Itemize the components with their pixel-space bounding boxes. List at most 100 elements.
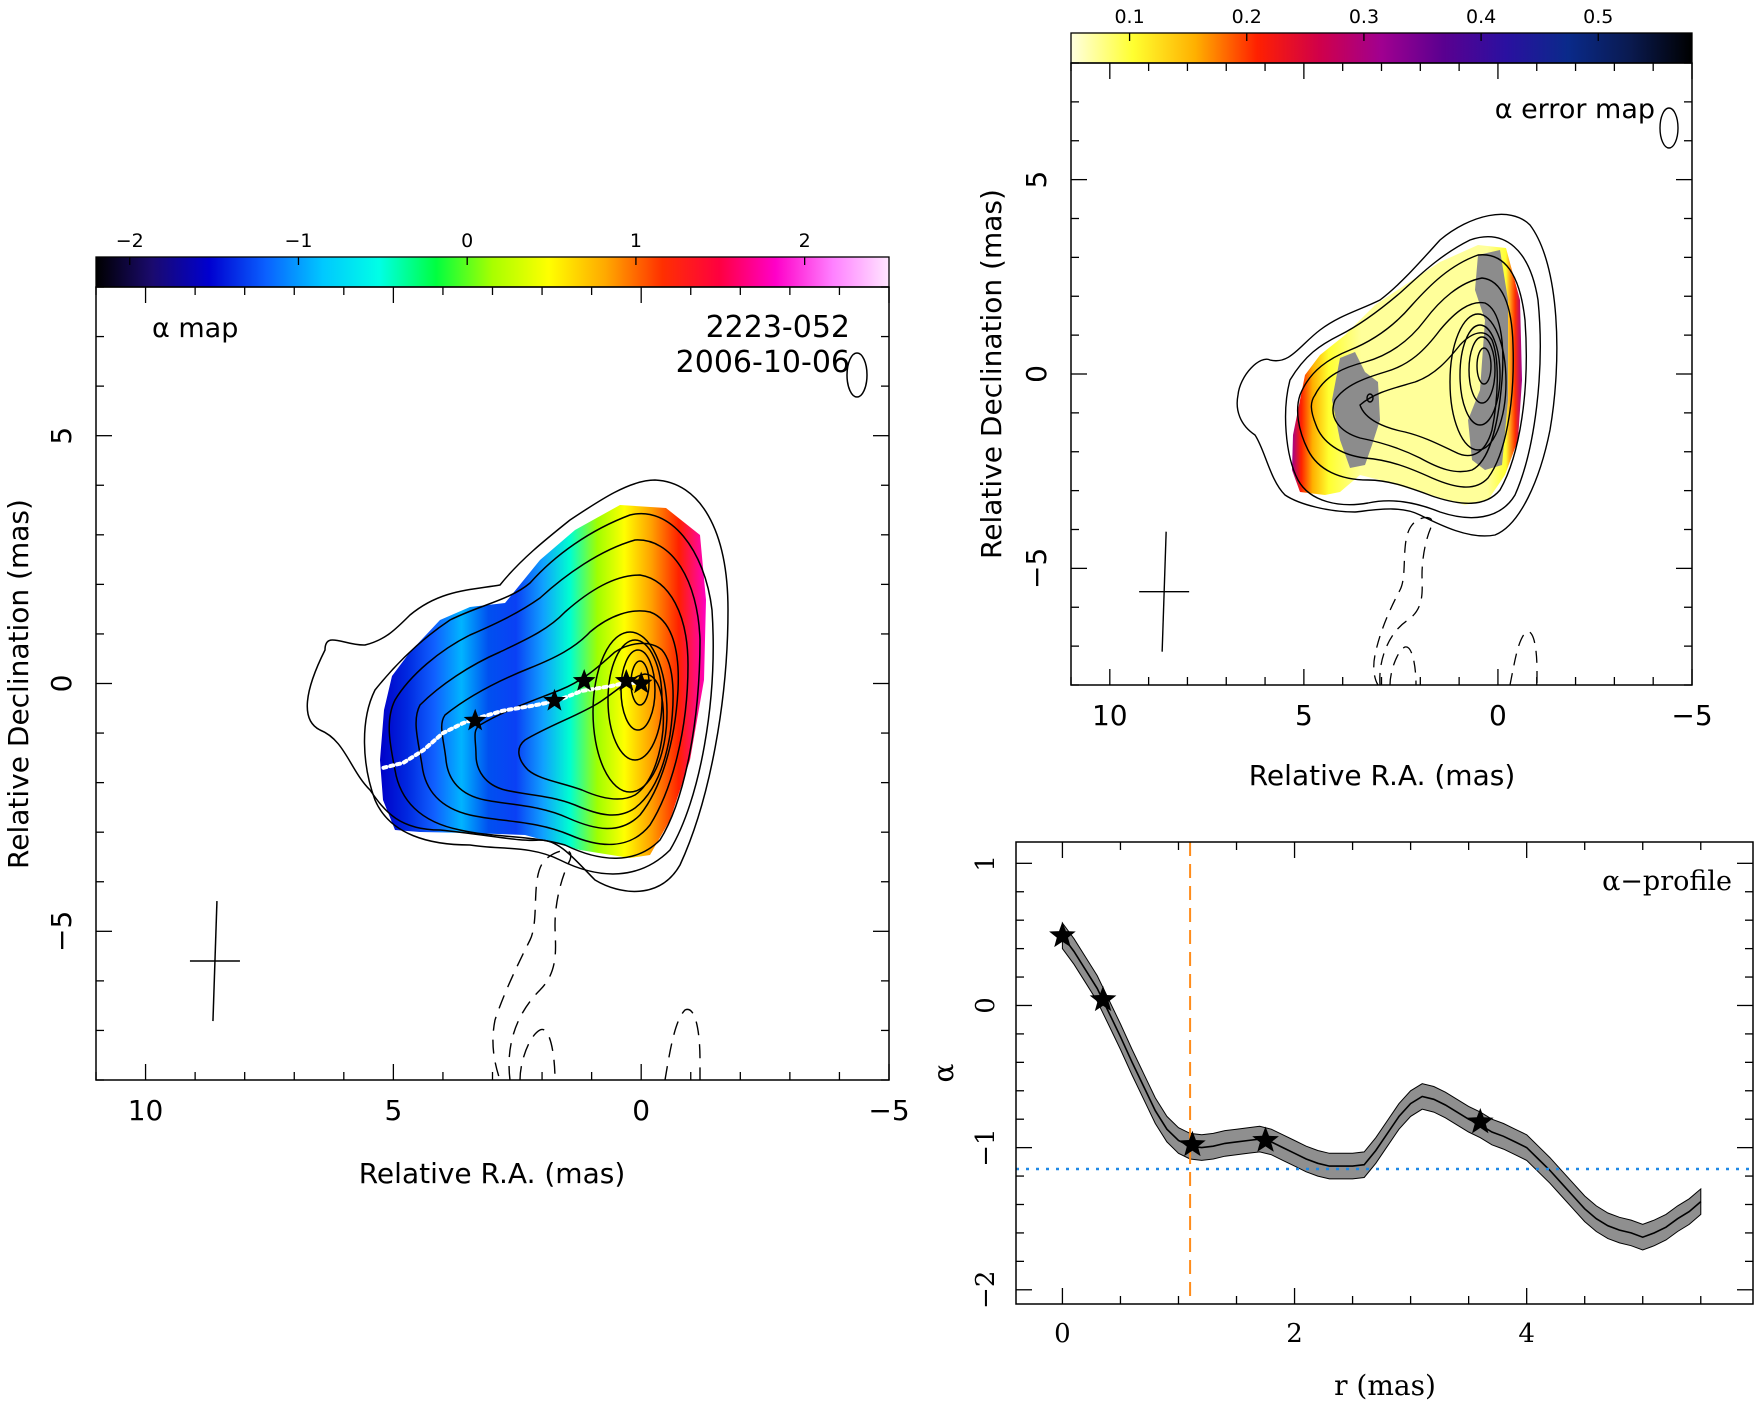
star-marker — [572, 669, 596, 691]
contour-5 — [440, 610, 680, 830]
x-tick-label: −5 — [1671, 699, 1712, 732]
colorbar-tick-label: 0.5 — [1583, 6, 1613, 28]
star-marker — [463, 708, 487, 731]
error-contour-3 — [1296, 254, 1527, 504]
alpha-xlabel: Relative R.A. (mas) — [359, 1157, 626, 1190]
star-marker — [1466, 1108, 1494, 1134]
contour-3 — [388, 539, 701, 859]
x-tick-label: 10 — [128, 1094, 164, 1127]
alpha-ridge-stars — [463, 669, 653, 731]
star-marker — [543, 688, 566, 711]
alpha-beam-cross — [189, 901, 240, 1022]
y-tick-label: 0 — [1020, 365, 1053, 383]
star-marker — [614, 669, 638, 691]
error-axis-ticks: 10 5 0 −5 5 0 −5 — [1020, 62, 1713, 732]
beam-minor-axis — [212, 901, 218, 1022]
colorbar-tick-label: −2 — [116, 230, 144, 252]
profile-stars — [1049, 921, 1494, 1157]
alpha-colored-region — [380, 505, 706, 858]
error-negative-contours — [1373, 516, 1538, 685]
error-contour-7 — [1449, 313, 1507, 451]
profile-plot-frame — [1015, 841, 1754, 1305]
colorbar-tick-label: 1 — [630, 230, 642, 252]
alpha-axis-ticks: 10 5 0 −5 5 0 −5 — [45, 286, 910, 1127]
alpha-negative-contours — [492, 849, 701, 1080]
x-tick-label: 5 — [1295, 699, 1313, 732]
profile-line — [1061, 935, 1702, 1239]
x-tick-label: 0 — [1489, 699, 1507, 732]
negative-contour-3 — [664, 1008, 701, 1080]
contour-10 — [620, 649, 656, 731]
error-contour-5 — [1332, 301, 1504, 473]
alpha-source-contour-small — [846, 352, 868, 398]
colorbar-tick-label: 2 — [799, 230, 811, 252]
error-negative-contour-3 — [1509, 631, 1538, 685]
profile-xlabel: r (mas) — [1334, 1369, 1436, 1402]
y-tick-label: 5 — [45, 427, 78, 445]
star-marker — [1049, 921, 1076, 948]
profile-error-band — [1061, 921, 1702, 1251]
star-marker — [1179, 1130, 1206, 1157]
alpha-epoch-label: 2006-10-06 — [676, 345, 850, 380]
negative-contour-2 — [519, 1028, 556, 1080]
alpha-source-label: 2223-052 — [706, 310, 850, 345]
y-tick-label: 0 — [971, 997, 1001, 1014]
x-tick-label: 4 — [1518, 1319, 1535, 1349]
error-contour-8 — [1459, 324, 1501, 426]
colorbar-tick-label: 0.3 — [1349, 6, 1379, 28]
error-contour-9 — [1468, 336, 1496, 404]
error-contour-small-left — [1366, 393, 1374, 403]
y-tick-label: −5 — [1020, 548, 1053, 589]
star-marker — [629, 671, 653, 694]
error-beam-cross — [1139, 531, 1190, 652]
alpha-title: α map — [152, 313, 238, 344]
colorbar-tick-label: 0 — [461, 230, 473, 252]
star-marker — [1089, 985, 1117, 1012]
error-ylabel: Relative Declination (mas) — [975, 189, 1008, 559]
contour-7 — [518, 673, 665, 800]
colorbar-tick-label: 0.2 — [1232, 6, 1262, 28]
error-colorbar — [1070, 32, 1693, 64]
contour-outer — [306, 479, 729, 893]
error-contour-2 — [1284, 236, 1541, 519]
error-source-contour-small — [1659, 107, 1679, 149]
y-tick-label: −1 — [971, 1128, 1001, 1166]
error-negative-contour-1 — [1373, 516, 1433, 685]
colorbar-tick-label: 0.4 — [1466, 6, 1496, 28]
beam-minor-axis — [1161, 531, 1167, 652]
error-contour-outer — [1236, 213, 1558, 537]
profile-title: α−profile — [1602, 866, 1732, 897]
alpha-profile-panel: 0 2 4 1 0 −1 −2 α−profile r (mas) α — [927, 841, 1754, 1402]
y-tick-label: 0 — [45, 675, 78, 693]
alpha-map-panel: −2 −1 0 1 2 — [2, 230, 910, 1190]
star-marker — [1252, 1126, 1279, 1152]
alpha-colorbar — [95, 256, 890, 288]
error-colorbar-ticks: 0.1 0.2 0.3 0.4 0.5 — [1114, 6, 1613, 41]
colorbar-tick-label: −1 — [284, 230, 312, 252]
x-tick-label: −5 — [868, 1094, 909, 1127]
contour-4 — [415, 574, 689, 846]
alpha-ylabel: Relative Declination (mas) — [2, 499, 35, 869]
alpha-colorbar-ticks: −2 −1 0 1 2 — [116, 230, 811, 265]
x-tick-label: 2 — [1286, 1319, 1303, 1349]
error-xlabel: Relative R.A. (mas) — [1249, 759, 1516, 792]
x-tick-label: 10 — [1092, 699, 1128, 732]
error-total-intensity-contours — [1236, 213, 1558, 537]
profile-axis-ticks: 0 2 4 1 0 −1 −2 — [971, 842, 1753, 1349]
error-title: α error map — [1495, 94, 1655, 125]
x-tick-label: 0 — [632, 1094, 650, 1127]
contour-2 — [363, 512, 714, 875]
colorbar-tick-label: 0.1 — [1114, 6, 1144, 28]
error-contour-6 — [1359, 332, 1498, 457]
x-tick-label: 5 — [384, 1094, 402, 1127]
profile-ylabel: α — [927, 1063, 960, 1082]
negative-contour-1 — [492, 849, 572, 1080]
y-tick-label: −2 — [971, 1271, 1001, 1309]
y-tick-label: −5 — [45, 911, 78, 952]
error-negative-contour-2 — [1389, 646, 1417, 685]
alpha-error-map-panel: 0.1 0.2 0.3 0.4 0.5 — [975, 6, 1713, 792]
y-tick-label: 1 — [971, 855, 1001, 872]
error-contour-10 — [1476, 347, 1492, 385]
error-contour-4 — [1310, 277, 1514, 488]
contour-9 — [607, 639, 663, 761]
